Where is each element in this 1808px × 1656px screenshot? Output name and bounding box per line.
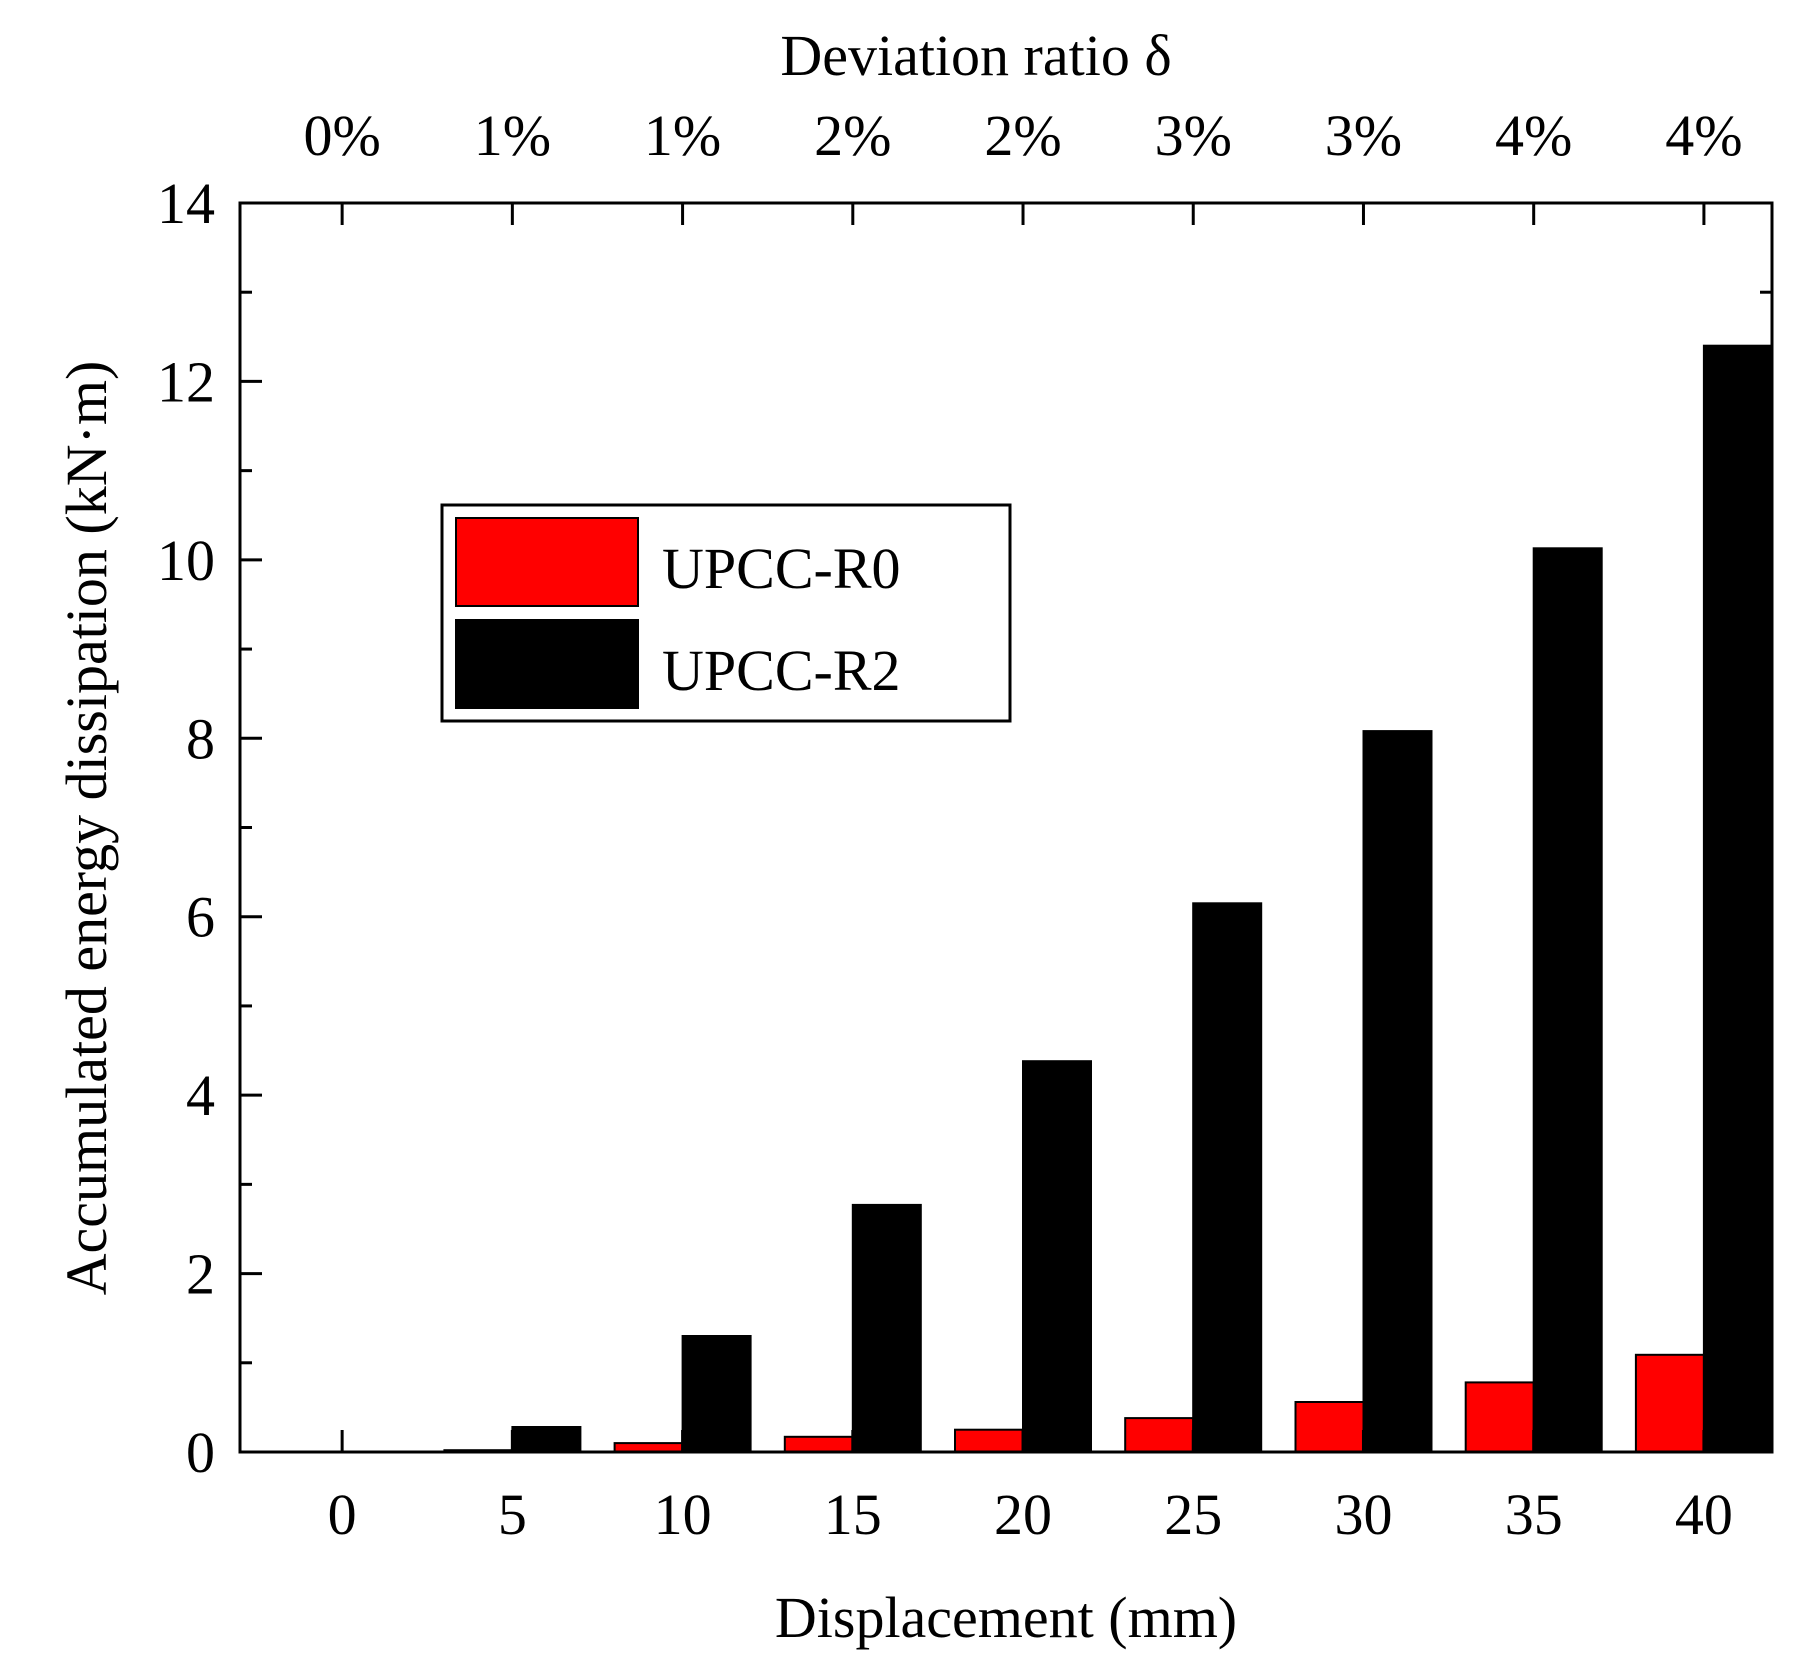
- bar-upcc-r2-15: [851, 1203, 922, 1454]
- x-axis-label: Displacement (mm): [775, 1585, 1237, 1650]
- x-tick-label: 35: [1505, 1482, 1563, 1547]
- bar-upcc-r0-15: [783, 1435, 854, 1454]
- top-tick-label: 3%: [1155, 103, 1232, 168]
- top-axis-label: Deviation ratio δ: [780, 23, 1171, 88]
- y-tick-label: 10: [157, 528, 215, 593]
- y-tick-label: 12: [157, 349, 215, 414]
- bar-upcc-r2-40: [1702, 344, 1773, 1454]
- x-tick-label: 15: [824, 1482, 882, 1547]
- y-tick-label: 2: [186, 1242, 215, 1307]
- bar-upcc-r2-30: [1362, 730, 1433, 1453]
- bar-upcc-r0-35: [1464, 1381, 1535, 1454]
- top-tick-label: 3%: [1325, 103, 1402, 168]
- top-tick-label: 2%: [984, 103, 1061, 168]
- bar-upcc-r2-20: [1022, 1060, 1092, 1453]
- bar-upcc-r2-25: [1192, 902, 1263, 1453]
- bar-upcc-r0-40: [1634, 1353, 1705, 1454]
- top-tick-label: 0%: [303, 103, 380, 168]
- legend-swatch-upcc-r2: [455, 619, 639, 709]
- y-tick-label: 4: [186, 1063, 215, 1128]
- legend-swatch-upcc-r0: [455, 517, 639, 607]
- legend-label-upcc-r2: UPCC-R2: [662, 638, 901, 703]
- top-tick-label: 4%: [1495, 103, 1572, 168]
- bar-upcc-r0-20: [954, 1428, 1024, 1453]
- bars-group: [443, 344, 1773, 1454]
- bar-upcc-r2-35: [1532, 547, 1603, 1453]
- y-tick-label: 6: [186, 885, 215, 950]
- bar-upcc-r0-25: [1124, 1417, 1195, 1453]
- y-axis-label: Accumulated energy dissipation (kN·m): [54, 361, 119, 1296]
- x-tick-label: 5: [498, 1482, 527, 1547]
- top-tick-label: 4%: [1665, 103, 1742, 168]
- top-tick-label: 1%: [474, 103, 551, 168]
- y-tick-label: 8: [186, 706, 215, 771]
- x-tick-label: 0: [328, 1482, 357, 1547]
- x-tick-label: 40: [1675, 1482, 1733, 1547]
- legend: UPCC-R0 UPCC-R2: [440, 503, 1012, 723]
- top-tick-label: 1%: [644, 103, 721, 168]
- top-tick-label: 2%: [814, 103, 891, 168]
- legend-label-upcc-r0: UPCC-R0: [662, 536, 901, 601]
- y-tick-label: 14: [157, 171, 215, 236]
- x-tick-label: 30: [1334, 1482, 1392, 1547]
- ticks-group: 0 2 4 6 8 10 12 14 0 0% 5 1% 10 1% 15 2% 20 2% 25 3% 30 3% 35 4…: [157, 103, 1772, 1547]
- x-tick-label: 25: [1164, 1482, 1222, 1547]
- bar-upcc-r2-5: [511, 1426, 582, 1453]
- x-tick-label: 10: [654, 1482, 712, 1547]
- bar-upcc-r2-10: [681, 1335, 752, 1453]
- bar-upcc-r0-30: [1294, 1401, 1365, 1453]
- y-tick-label: 0: [186, 1420, 215, 1485]
- x-tick-label: 20: [994, 1482, 1052, 1547]
